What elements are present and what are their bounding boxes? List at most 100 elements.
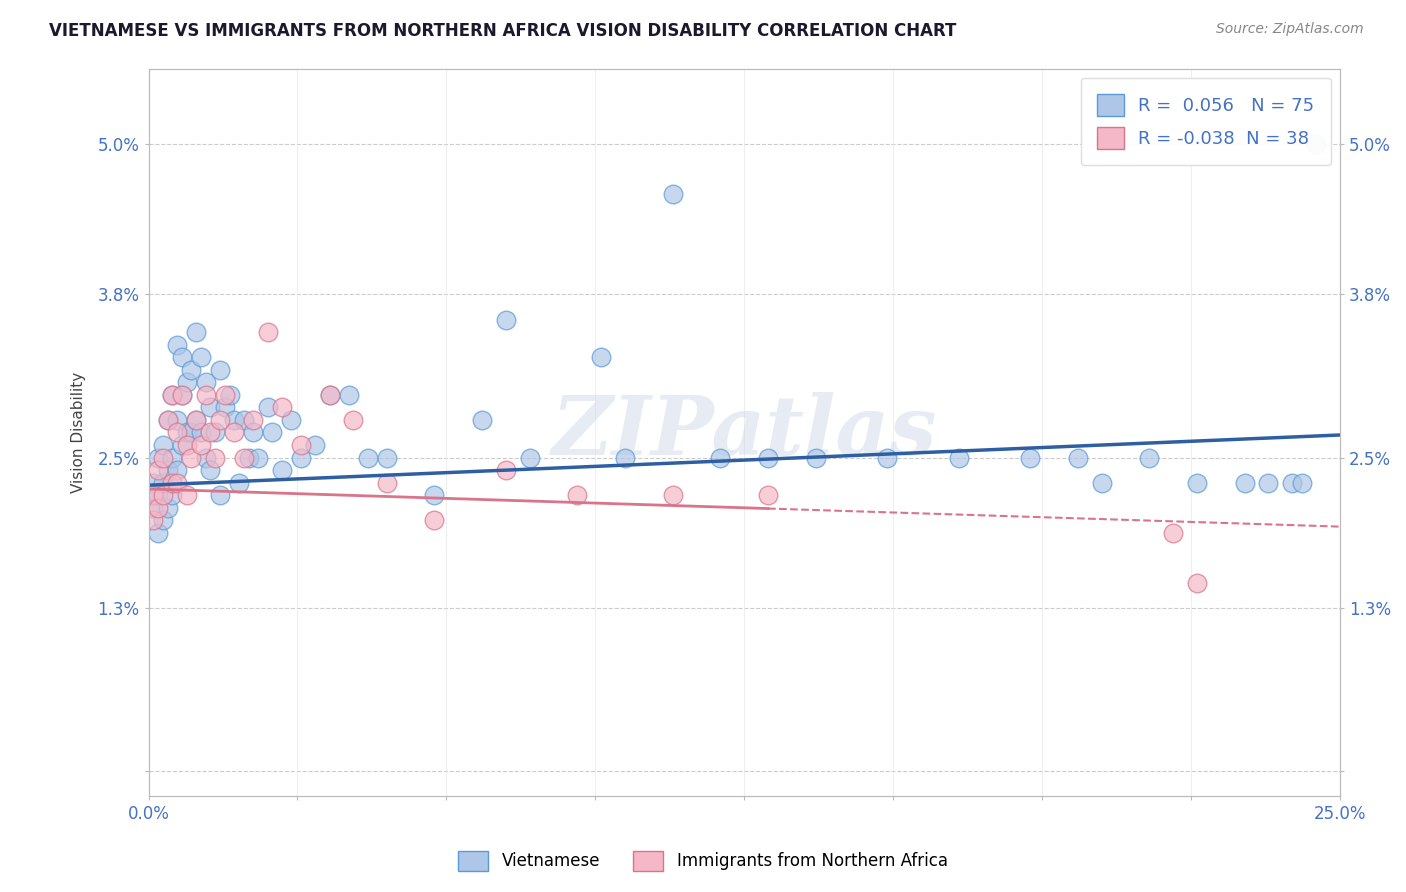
Point [166, 463, 188, 477]
Point [200, 425, 222, 440]
Point [304, 438, 326, 452]
Point [756, 488, 779, 502]
Point [280, 413, 302, 427]
Point [208, 362, 231, 376]
Point [146, 525, 169, 540]
Point [876, 450, 898, 465]
Point [156, 413, 179, 427]
Point [1019, 450, 1042, 465]
Point [186, 413, 208, 427]
Point [1233, 475, 1256, 490]
Legend: Vietnamese, Immigrants from Northern Africa: Vietnamese, Immigrants from Northern Afr… [450, 842, 956, 880]
Point [146, 450, 169, 465]
Point [218, 388, 240, 402]
Point [166, 425, 188, 440]
Point [186, 413, 208, 427]
Point [166, 475, 188, 490]
Point [1257, 475, 1279, 490]
Point [342, 413, 364, 427]
Point [152, 438, 174, 452]
Point [142, 488, 165, 502]
Point [146, 488, 169, 502]
Point [170, 388, 193, 402]
Point [190, 350, 212, 364]
Point [200, 463, 222, 477]
Point [142, 475, 165, 490]
Point [423, 488, 446, 502]
Point [142, 513, 165, 527]
Point [262, 425, 284, 440]
Point [194, 388, 217, 402]
Point [156, 463, 179, 477]
Point [162, 388, 184, 402]
Point [186, 325, 208, 339]
Point [1281, 475, 1303, 490]
Point [256, 401, 278, 415]
Point [709, 450, 731, 465]
Point [194, 376, 217, 390]
Point [176, 425, 198, 440]
Point [1161, 525, 1184, 540]
Point [162, 450, 184, 465]
Point [661, 187, 683, 202]
Point [1185, 576, 1208, 591]
Point [1185, 475, 1208, 490]
Point [214, 388, 236, 402]
Point [228, 475, 250, 490]
Point [948, 450, 970, 465]
Point [142, 500, 165, 515]
Point [567, 488, 589, 502]
Point [375, 450, 398, 465]
Point [204, 425, 226, 440]
Point [166, 337, 188, 351]
Point [176, 438, 198, 452]
Point [247, 450, 270, 465]
Text: Source: ZipAtlas.com: Source: ZipAtlas.com [1216, 22, 1364, 37]
Point [238, 450, 260, 465]
Point [180, 425, 202, 440]
Point [337, 388, 360, 402]
Point [290, 438, 312, 452]
Point [176, 376, 198, 390]
Y-axis label: Vision Disability: Vision Disability [72, 372, 86, 493]
Point [614, 450, 637, 465]
Point [152, 513, 174, 527]
Point [1291, 475, 1313, 490]
Point [661, 488, 683, 502]
Point [271, 463, 294, 477]
Point [1137, 450, 1160, 465]
Point [162, 475, 184, 490]
Point [232, 450, 254, 465]
Point [242, 413, 264, 427]
Point [318, 388, 340, 402]
Point [1067, 450, 1090, 465]
Point [194, 450, 217, 465]
Point [214, 401, 236, 415]
Point [318, 388, 340, 402]
Point [804, 450, 827, 465]
Point [208, 488, 231, 502]
Point [180, 450, 202, 465]
Point [242, 425, 264, 440]
Point [208, 413, 231, 427]
Point [204, 450, 226, 465]
Point [152, 450, 174, 465]
Point [591, 350, 613, 364]
Text: ZIPatlas: ZIPatlas [551, 392, 936, 473]
Point [756, 450, 779, 465]
Point [156, 500, 179, 515]
Point [146, 500, 169, 515]
Point [200, 401, 222, 415]
Point [224, 413, 246, 427]
Point [190, 425, 212, 440]
Point [256, 325, 278, 339]
Point [375, 475, 398, 490]
Text: VIETNAMESE VS IMMIGRANTS FROM NORTHERN AFRICA VISION DISABILITY CORRELATION CHAR: VIETNAMESE VS IMMIGRANTS FROM NORTHERN A… [49, 22, 956, 40]
Point [232, 413, 254, 427]
Point [162, 488, 184, 502]
Point [1305, 136, 1327, 151]
Point [495, 463, 517, 477]
Point [271, 401, 294, 415]
Point [224, 425, 246, 440]
Point [176, 488, 198, 502]
